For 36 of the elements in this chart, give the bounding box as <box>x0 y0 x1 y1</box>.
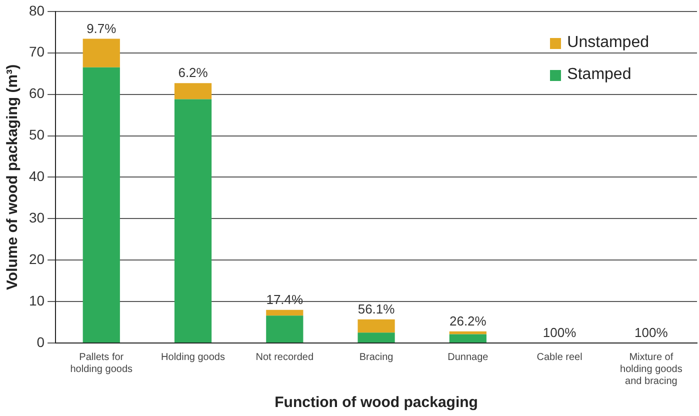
y-tick-label: 80 <box>28 2 45 18</box>
y-tick-label: 10 <box>28 292 45 308</box>
bar <box>266 316 304 342</box>
annotation: 100% <box>634 325 668 340</box>
x-tick-label: Mixture of holding goods and bracing <box>620 352 682 387</box>
x-axis-title: Function of wood packaging <box>274 394 478 412</box>
bar <box>358 319 395 333</box>
annotation: 100% <box>542 325 577 340</box>
y-tick-label: 50 <box>28 126 45 143</box>
annotation: 9.7% <box>86 20 117 36</box>
bar <box>174 83 212 100</box>
bar <box>266 310 304 316</box>
x-tick-label: Dunnage <box>448 352 489 363</box>
y-tick-label: 20 <box>28 250 45 267</box>
y-tick-label: 30 <box>28 210 45 226</box>
y-tick-label: 40 <box>28 168 45 184</box>
annotation: 56.1% <box>358 301 396 316</box>
x-tick-label: Cable reel <box>536 352 582 363</box>
y-tick-label: 0 <box>36 334 45 350</box>
bar <box>174 99 212 342</box>
bar <box>82 38 120 68</box>
y-tick-label: 60 <box>28 85 45 102</box>
x-tick-label: Bracing <box>359 352 394 363</box>
x-tick-label: Not recorded <box>256 352 314 363</box>
annotation: 26.2% <box>449 313 487 328</box>
y-axis-title: Volume of wood packaging (m³) <box>4 64 22 290</box>
bar <box>449 331 486 334</box>
x-tick-label: Holding goods <box>161 352 225 363</box>
bar <box>449 334 486 342</box>
x-tick-label: Pallets for holding goods <box>70 352 133 375</box>
y-tick-label: 70 <box>28 44 45 60</box>
legend-label: Stamped <box>567 66 632 84</box>
annotation: 6.2% <box>178 65 208 80</box>
legend-label: Unstamped <box>567 34 649 52</box>
bar <box>358 332 395 342</box>
bar <box>82 67 120 342</box>
